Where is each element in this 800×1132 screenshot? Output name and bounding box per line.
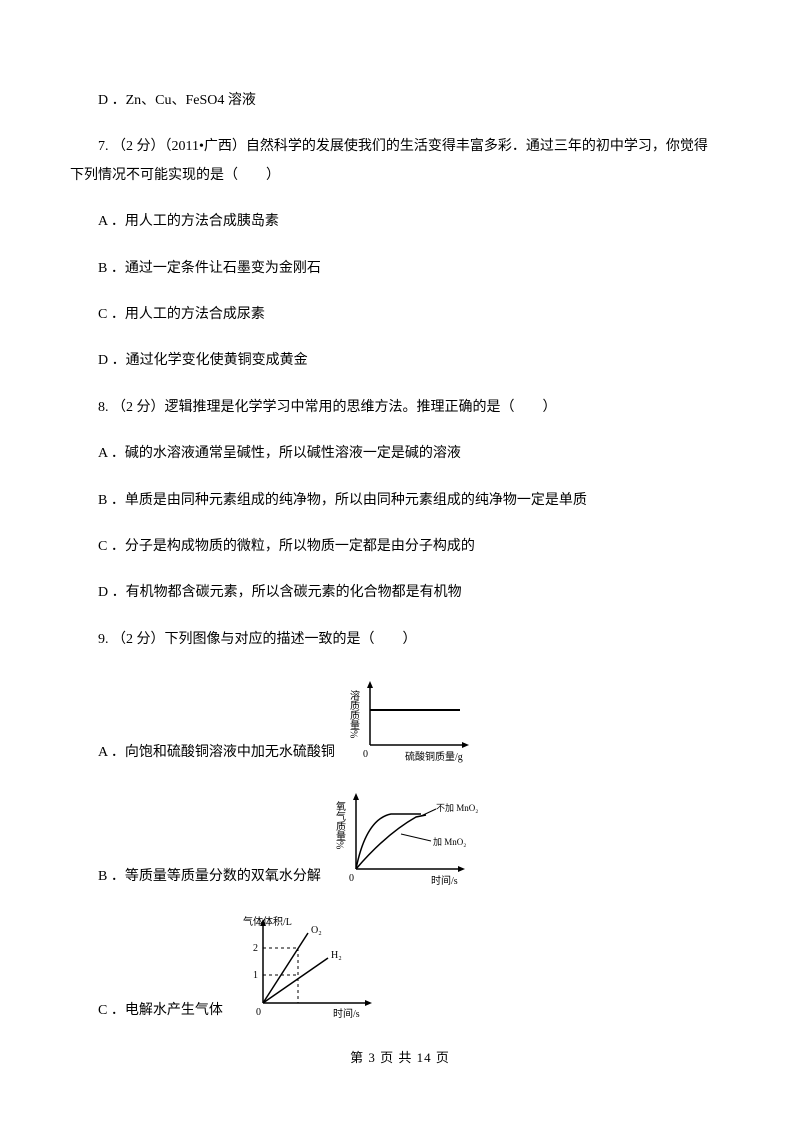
chart-b: 氧气质量% 0 时间/s 不加 MnO₂ 加 MnO₂ — [331, 789, 491, 889]
chart-c: 2 1 气体体积/L 0 时间/s O₂ H₂ — [233, 913, 393, 1023]
q9-option-a-row: A ．向饱和硫酸铜溶液中加无水硫酸铜 溶质质量% 0 硫酸铜质量/g — [70, 675, 730, 765]
q7-stem-line2: 下列情况不可能实现的是（ ） — [70, 168, 280, 183]
q8-option-c: C ．分子是构成物质的微粒，所以物质一定都是由分子构成的 — [70, 536, 730, 558]
chart-c-o2: O₂ — [311, 925, 322, 936]
q7-option-d: D ．通过化学变化使黄铜变成黄金 — [70, 350, 730, 372]
q8-option-a: A ．碱的水溶液通常呈碱性，所以碱性溶液一定是碱的溶液 — [70, 443, 730, 465]
chart-a: 溶质质量% 0 硫酸铜质量/g — [345, 675, 485, 765]
q7-stem: 7. （2 分）（2011•广西）自然科学的发展使我们的生活变得丰富多彩．通过三… — [70, 136, 730, 158]
chart-a-ylabel: 溶质质量% — [347, 689, 359, 739]
chart-c-ytick1: 1 — [253, 970, 258, 981]
q8-option-d: D ．有机物都含碳元素，所以含碳元素的化合物都是有机物 — [70, 582, 730, 604]
q8-option-b: B ．单质是由同种元素组成的纯净物，所以由同种元素组成的纯净物一定是单质 — [70, 490, 730, 512]
q6-option-d: D ．Zn、Cu、FeSO4 溶液 — [70, 90, 730, 112]
page-footer: 第 3 页 共 14 页 — [70, 1047, 730, 1066]
chart-c-ylabel: 气体体积/L — [243, 915, 292, 928]
chart-b-label2: 加 MnO₂ — [433, 837, 466, 847]
chart-c-h2: H₂ — [331, 950, 342, 961]
q9-option-a: A ．向饱和硫酸铜溶液中加无水硫酸铜 — [70, 741, 335, 765]
q7-option-a: A ．用人工的方法合成胰岛素 — [70, 211, 730, 233]
q9-stem: 9. （2 分）下列图像与对应的描述一致的是（ ） — [70, 629, 730, 651]
q8-stem: 8. （2 分）逻辑推理是化学学习中常用的思维方法。推理正确的是（ ） — [70, 397, 730, 419]
q9-option-c: C ．电解水产生气体 — [70, 999, 223, 1023]
q7-option-c: C ．用人工的方法合成尿素 — [70, 304, 730, 326]
chart-c-xlabel: 时间/s — [333, 1007, 360, 1020]
q9-option-c-row: C ．电解水产生气体 2 1 气体体积/L 0 时间/s O₂ — [70, 913, 730, 1023]
chart-c-ytick2: 2 — [253, 943, 258, 954]
q7-stem-line2-wrap: 下列情况不可能实现的是（ ） — [70, 165, 730, 187]
q9-option-b-row: B ．等质量等质量分数的双氧水分解 氧气质量% 0 时间/s 不加 MnO₂ 加… — [70, 789, 730, 889]
q9-option-b: B ．等质量等质量分数的双氧水分解 — [70, 865, 321, 889]
q7-option-b: B ．通过一定条件让石墨变为金刚石 — [70, 258, 730, 280]
chart-b-xlabel: 时间/s — [431, 874, 458, 887]
chart-b-label1: 不加 MnO₂ — [436, 803, 478, 813]
chart-a-origin: 0 — [363, 749, 368, 760]
chart-b-ylabel: 氧气质量% — [333, 800, 345, 850]
chart-a-xlabel: 硫酸铜质量/g — [405, 750, 463, 763]
q7-stem-line1: 7. （2 分）（2011•广西）自然科学的发展使我们的生活变得丰富多彩．通过三… — [98, 139, 708, 154]
chart-b-origin: 0 — [349, 873, 354, 884]
chart-c-origin: 0 — [256, 1007, 261, 1018]
